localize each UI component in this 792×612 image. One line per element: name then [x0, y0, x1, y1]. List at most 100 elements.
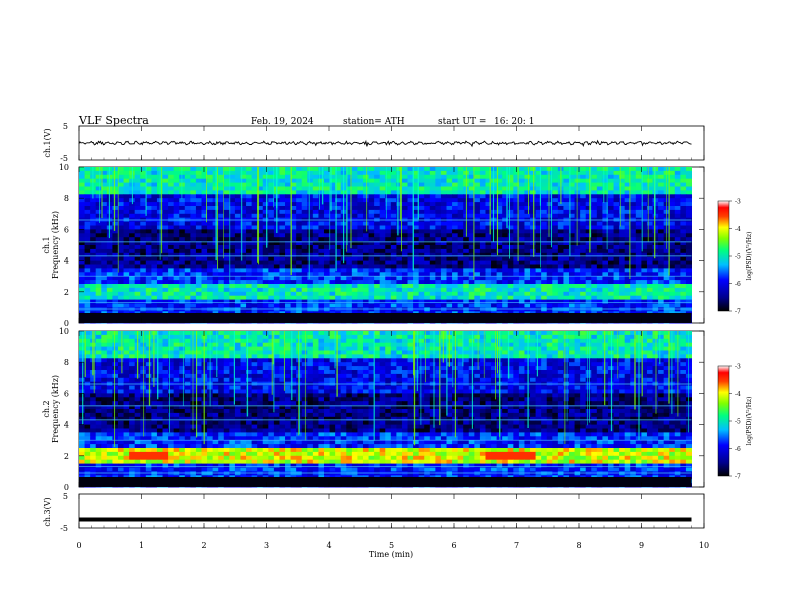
spectrogram-cell [218, 174, 225, 180]
spectrogram-cell [569, 299, 576, 304]
spectrogram-cell [112, 307, 119, 312]
spectrogram-cell [652, 276, 659, 281]
spectrogram-cell [513, 233, 520, 238]
spectrogram-cell [557, 295, 564, 301]
spectrogram-cell [685, 338, 692, 344]
spectrogram-cell [585, 299, 592, 304]
spectrogram-cell [374, 229, 381, 234]
spectrogram-cell [351, 331, 358, 336]
spectrogram-cell [195, 256, 202, 262]
spectrogram-cell [90, 241, 97, 246]
spectrogram-cell [396, 276, 403, 281]
spectrogram-cell [607, 307, 615, 312]
spectrogram-cell [268, 229, 275, 234]
spectrogram-cell [229, 338, 236, 344]
spectrogram-cell [680, 198, 687, 203]
spectrogram-cell [368, 346, 375, 351]
spectrogram-cell [307, 233, 314, 238]
spectrogram-cell [563, 209, 570, 215]
spectrogram-cell [340, 291, 347, 297]
spectrogram-cell [318, 342, 325, 348]
spectrogram-cell [307, 178, 314, 184]
spectrogram-cell [496, 287, 503, 293]
spectrogram-cell [396, 268, 403, 273]
spectrogram-cell [145, 287, 152, 293]
spectrogram-cell [524, 291, 531, 297]
spectrogram-cell [658, 198, 665, 203]
spectrogram-cell [513, 225, 520, 230]
spectrogram-cell [218, 307, 225, 312]
spectrogram-cell [424, 334, 431, 340]
spectrogram-cell [546, 248, 553, 254]
spectrogram-cell [79, 276, 86, 281]
spectrogram-cell [218, 338, 225, 344]
spectrogram-cell [234, 186, 241, 191]
spectrogram-cell [324, 256, 331, 262]
spectrogram-cell [173, 233, 180, 238]
spectrogram-cell [507, 206, 514, 211]
spectrogram-cell [312, 194, 319, 199]
spectrogram-cell [257, 182, 264, 187]
spectrogram-cell [563, 198, 570, 203]
spectrogram-cell [268, 182, 275, 187]
spectrogram-cell [457, 338, 464, 344]
spectrogram-cell [663, 268, 670, 273]
spectrogram-cell [641, 334, 648, 340]
spectrogram-cell [218, 190, 225, 195]
spectrogram-cell [424, 268, 431, 273]
spectrogram-cell [624, 299, 631, 304]
spectrogram-cell [646, 295, 654, 301]
spectrogram-cell [496, 268, 503, 273]
spectrogram-cell [318, 346, 325, 351]
spectrogram-cell [496, 209, 503, 215]
spectrogram-cell [351, 260, 358, 265]
spectrogram-cell [357, 280, 364, 285]
spectrogram-cell [552, 303, 559, 308]
spectrogram-cell [201, 233, 208, 238]
spectrogram-cell [390, 167, 397, 172]
spectrogram-cell [262, 248, 269, 254]
spectrogram-cell [84, 252, 91, 258]
spectrogram-cell [563, 167, 570, 172]
spectrogram-cell [151, 174, 158, 180]
spectrogram-cell [268, 299, 275, 304]
spectrogram-cell [262, 331, 269, 336]
spectrogram-cell [413, 256, 420, 262]
spectrogram-cell [195, 178, 202, 184]
spectrogram-cell [324, 264, 331, 269]
spectrogram-cell [613, 248, 620, 254]
spectrogram-cell [134, 276, 141, 281]
spectrogram-cell [385, 225, 392, 230]
spectrogram-cell [173, 291, 180, 297]
spectrogram-cell [229, 331, 236, 336]
spectrogram-cell [340, 287, 347, 293]
spectrogram-cell [357, 268, 364, 273]
spectrogram-cell [574, 206, 581, 211]
spectrogram-cell [607, 182, 615, 187]
spectrogram-cell [285, 198, 292, 203]
spectrogram-cell [524, 174, 531, 180]
spectrogram-cell [457, 264, 464, 269]
spectrogram-cell [596, 252, 603, 258]
spectrogram-cell [223, 198, 230, 203]
spectrogram-cell [479, 287, 486, 293]
spectrogram-cell [229, 167, 236, 172]
spectrogram-cell [296, 241, 303, 246]
spectrogram-cell [591, 182, 598, 187]
spectrogram-cell [585, 342, 592, 348]
spectrogram-cell [312, 260, 319, 265]
spectrogram-cell [680, 256, 687, 262]
spectrogram-cell [674, 299, 681, 304]
spectrogram-cell [101, 202, 108, 207]
spectrogram-cell [385, 264, 392, 269]
spectrogram-cell [563, 342, 570, 348]
spectrogram-cell [229, 248, 236, 254]
spectrogram-cell [329, 284, 336, 289]
spectrogram-cell [379, 291, 386, 297]
spectrogram-cell [95, 272, 102, 277]
spectrogram-cell [112, 182, 119, 187]
spectrogram-cell [413, 303, 420, 308]
spectrogram-cell [613, 284, 620, 289]
spectrogram-cell [596, 206, 603, 211]
spectrogram-cell [117, 182, 125, 187]
